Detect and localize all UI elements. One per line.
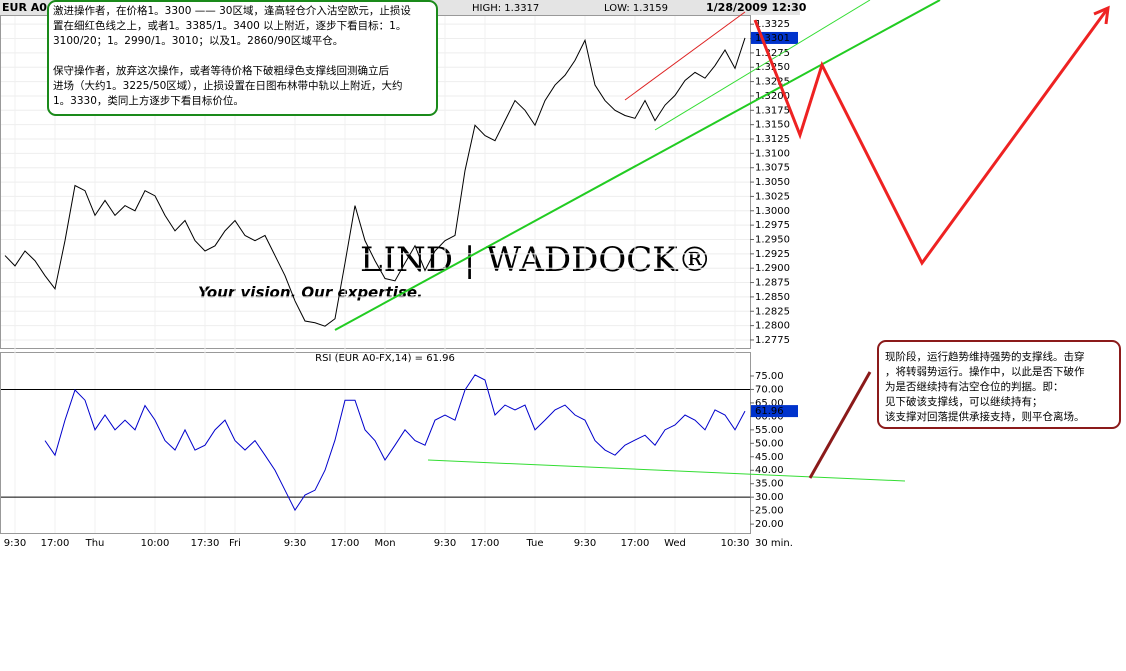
note-line: 置在细红色线之上，或者1。3385/1。3400 以上附近，逐步下看目标：1。 xyxy=(53,19,406,32)
y-tick-label: 1.3200 xyxy=(755,91,790,102)
series-line xyxy=(44,374,746,512)
y-tick-label: 1.3100 xyxy=(755,148,790,159)
note-line: 激进操作者，在价格1。3300 —— 30区域，逢高轻仓介入沽空欧元，止损设 xyxy=(53,4,411,17)
x-tick-label: 17:00 xyxy=(621,538,650,549)
y-tick-label: 50.00 xyxy=(755,438,784,449)
y-tick-label: 1.3000 xyxy=(755,206,790,217)
x-tick-label: 17:00 xyxy=(331,538,360,549)
y-tick-label: 1.2775 xyxy=(755,335,790,346)
watermark-brand: LIND | WADDOCK® xyxy=(360,240,712,280)
x-tick-label: 9:30 xyxy=(4,538,26,549)
forecast-path xyxy=(753,7,1110,266)
y-tick-label: 75.00 xyxy=(755,371,784,382)
watermark-slogan: Your vision. Our expertise. xyxy=(198,284,423,302)
x-tick-label: Fri xyxy=(229,538,241,549)
x-tick-label: 9:30 xyxy=(574,538,596,549)
y-tick-label: 1.2850 xyxy=(755,292,790,303)
note-line: 进场（大约1。3225/50区域），止损设置在日图布林带中轨以上附近，大约 xyxy=(53,79,403,92)
x-tick-label: 9:30 xyxy=(434,538,456,549)
y-tick-label: 1.2875 xyxy=(755,278,790,289)
y-tick-label: 1.2825 xyxy=(755,306,790,317)
y-tick-label: 1.2800 xyxy=(755,321,790,332)
y-tick-label: 1.3075 xyxy=(755,163,790,174)
x-tick-label: 17:30 xyxy=(191,538,220,549)
last-value-label: 1.3301 xyxy=(755,33,790,44)
y-tick-label: 1.3175 xyxy=(755,105,790,116)
y-tick-label: 55.00 xyxy=(755,425,784,436)
y-tick-label: 1.3050 xyxy=(755,177,790,188)
resistance-line xyxy=(624,11,746,101)
y-tick-label: 45.00 xyxy=(755,452,784,463)
y-tick-label: 1.3275 xyxy=(755,48,790,59)
datetime: 1/28/2009 12:30 xyxy=(706,1,807,14)
note-line: 3100/20；1。2990/1。3010；以及1。2860/90区域平仓。 xyxy=(53,34,343,47)
last-value-label: 61.96 xyxy=(755,406,784,417)
note-box-2 xyxy=(877,340,1121,429)
callout-pointer xyxy=(808,371,872,479)
x-tick-label: 17:00 xyxy=(41,538,70,549)
note-box-1 xyxy=(47,0,438,116)
note-line: 现阶段，运行趋势维持强势的支撑线。击穿 xyxy=(885,350,1085,363)
x-tick-label: Wed xyxy=(664,538,686,549)
rsi-panel xyxy=(0,352,751,534)
x-tick-label: Thu xyxy=(85,538,105,549)
y-tick-label: 40.00 xyxy=(755,465,784,476)
note-line: 见下破该支撑线，可以继续持有； xyxy=(885,395,1043,408)
y-tick-label: 35.00 xyxy=(755,479,784,490)
y-tick-label: 1.3150 xyxy=(755,120,790,131)
channel-line xyxy=(654,0,871,131)
rsi-trend-line xyxy=(427,459,906,482)
y-tick-label: 30.00 xyxy=(755,492,784,503)
x-tick-label: 10:30 xyxy=(721,538,750,549)
note-line: 该支撑对回落提供承接支持，则平仓离场。 xyxy=(885,410,1085,423)
high: HIGH: 1.3317 xyxy=(472,3,539,14)
x-tick-label: 9:30 xyxy=(284,538,306,549)
low: LOW: 1.3159 xyxy=(604,3,668,14)
y-tick-label: 1.2925 xyxy=(755,249,790,260)
y-tick-label: 1.3225 xyxy=(755,77,790,88)
y-tick-label: 1.3325 xyxy=(755,19,790,30)
note-line: 为是否继续持有沽空仓位的判据。即： xyxy=(885,380,1064,393)
y-tick-label: 1.3025 xyxy=(755,191,790,202)
y-tick-label: 1.2975 xyxy=(755,220,790,231)
y-tick-label: 20.00 xyxy=(755,519,784,530)
forecast-arrowhead xyxy=(1093,5,1110,25)
last-value-box xyxy=(751,31,798,44)
x-tick-label: 17:00 xyxy=(471,538,500,549)
y-tick-label: 70.00 xyxy=(755,384,784,395)
y-tick-label: 1.2950 xyxy=(755,234,790,245)
x-tick-label: Tue xyxy=(525,538,543,549)
note-line: 保守操作者，放弃这次操作，或者等待价格下破粗绿色支撑线回测确立后 xyxy=(53,64,389,77)
note-line: ，将转弱势运行。操作中，以此是否下破作 xyxy=(885,365,1085,378)
last-value-box xyxy=(751,405,798,418)
panel-title: RSI (EUR A0-FX,14) = 61.96 xyxy=(315,353,455,364)
y-tick-label: 25.00 xyxy=(755,506,784,517)
y-tick-label: 1.2900 xyxy=(755,263,790,274)
x-axis-label: 30 min. xyxy=(755,538,793,549)
y-tick-label: 1.3125 xyxy=(755,134,790,145)
note-line: 1。3330，类同上方逐步下看目标价位。 xyxy=(53,94,244,107)
support-line xyxy=(334,0,941,331)
x-tick-label: 10:00 xyxy=(141,538,170,549)
x-tick-label: Mon xyxy=(374,538,395,549)
y-tick-label: 65.00 xyxy=(755,398,784,409)
series-line xyxy=(4,37,746,327)
